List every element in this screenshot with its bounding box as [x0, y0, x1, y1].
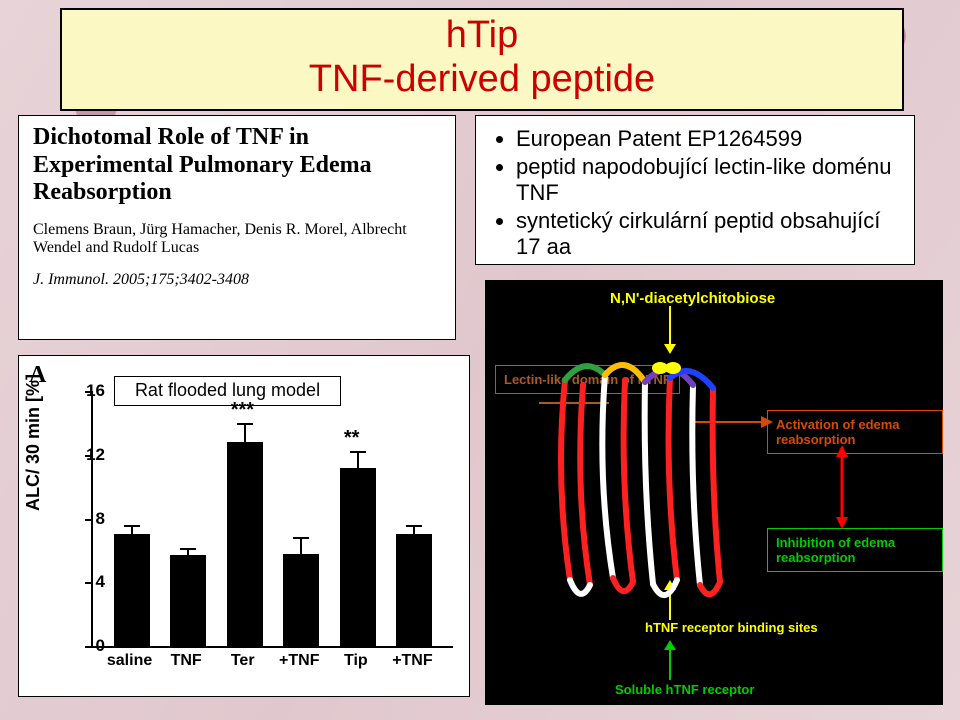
- x-tick-label: saline: [102, 652, 158, 670]
- title-box: hTip TNF-derived peptide: [60, 8, 904, 111]
- bar: [283, 554, 319, 646]
- significance-marker: ***: [231, 399, 254, 422]
- chart-area: *****: [91, 391, 453, 648]
- bullet-item: peptid napodobující lectin-like doménu T…: [516, 154, 906, 206]
- bullet-box: European Patent EP1264599 peptid napodob…: [475, 115, 915, 265]
- x-tick-label: +TNF: [384, 652, 440, 670]
- significance-marker: **: [344, 427, 360, 450]
- paper-title: Dichotomal Role of TNF in Experimental P…: [33, 124, 441, 207]
- protein-ribbon: [525, 360, 755, 620]
- title-line1: hTip: [446, 14, 519, 56]
- x-tick-label: +TNF: [271, 652, 327, 670]
- paper-journal: J. Immunol. 2005;175;3402-3408: [33, 271, 441, 289]
- arrow-soluble: [660, 640, 680, 682]
- y-axis-label: ALC/ 30 min [%]: [23, 374, 44, 511]
- receptor-sites-label: hTNF receptor binding sites: [645, 620, 818, 635]
- title-line2: TNF-derived peptide: [309, 58, 655, 100]
- x-tick-label: Tip: [328, 652, 384, 670]
- bullet-item: syntetický cirkulární peptid obsahující …: [516, 208, 906, 260]
- bar: [170, 555, 206, 646]
- x-tick-label: Ter: [215, 652, 271, 670]
- bar: [396, 534, 432, 646]
- inhibition-label: Inhibition of edema reabsorption: [767, 528, 943, 572]
- paper-authors: Clemens Braun, Jürg Hamacher, Denis R. M…: [33, 221, 441, 257]
- soluble-receptor-label: Soluble hTNF receptor: [615, 682, 754, 697]
- paper-citation-box: Dichotomal Role of TNF in Experimental P…: [18, 115, 456, 340]
- diacetylchitobiose-label: N,N'-diacetylchitobiose: [610, 290, 775, 307]
- protein-diagram: N,N'-diacetylchitobiose Lectin-like doma…: [485, 280, 943, 705]
- bar: [114, 534, 150, 646]
- bar: [227, 442, 263, 646]
- bar: [340, 468, 376, 647]
- x-tick-label: TNF: [158, 652, 214, 670]
- arrow-doublehead: [830, 445, 854, 529]
- bar-chart-panel: A Rat flooded lung model ALC/ 30 min [%]…: [18, 355, 470, 697]
- bullet-item: European Patent EP1264599: [516, 126, 906, 152]
- arrow-chitobiose: [650, 306, 690, 356]
- bullet-list: European Patent EP1264599 peptid napodob…: [494, 126, 906, 260]
- activation-label: Activation of edema reabsorption: [767, 410, 943, 454]
